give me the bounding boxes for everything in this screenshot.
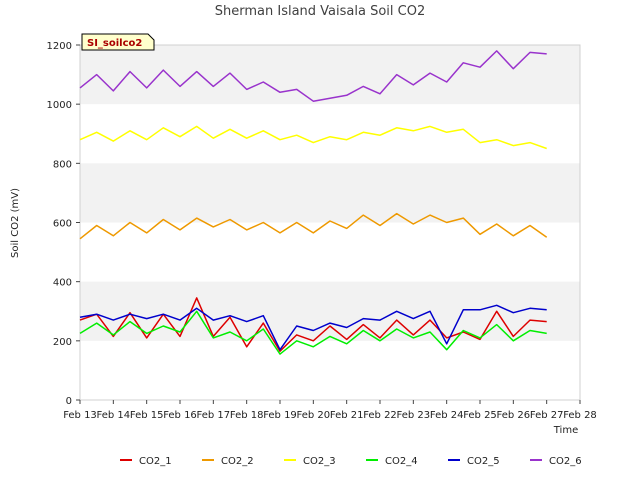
series-line-co2-2 — [79, 212, 548, 240]
series-line-co2-3 — [79, 125, 547, 150]
y-tick-label: 400 — [53, 278, 72, 289]
chart-title: Sherman Island Vaisala Soil CO2 — [215, 4, 425, 19]
series-line-co2-4 — [79, 310, 547, 355]
x-tick-label: Feb 28 — [563, 410, 597, 421]
series-line-co2-6 — [79, 50, 547, 102]
background-band — [80, 45, 580, 105]
x-axis-ticks: Feb 13 Feb 14 Feb 15 Feb 16 Feb 17 Feb 18 Feb … — [63, 400, 597, 421]
y-axis-label: Soil CO2 (mV) — [10, 188, 21, 258]
y-tick-label: 1000 — [47, 100, 72, 111]
chart-tag-box — [81, 33, 155, 51]
series-line-co2-5 — [79, 304, 547, 351]
legend: CO2_1 CO2_2 CO2_3 CO2_4 CO2_5 CO2_6 — [120, 456, 582, 467]
legend-label: CO2_2 — [221, 456, 254, 467]
chart-tag-label: SI_soilco2 — [87, 38, 142, 49]
x-tick-label: Feb 25 — [463, 410, 497, 421]
y-tick-label: 1200 — [47, 41, 72, 52]
y-axis-ticks: 0 200 400 600 800 1000 1200 — [47, 41, 80, 407]
x-tick-label: Feb 19 — [263, 410, 297, 421]
y-tick-label: 200 — [53, 337, 72, 348]
y-tick-label: 800 — [53, 159, 72, 170]
chart-tag: SI_soilco2 — [81, 33, 155, 51]
x-tick-label: Feb 26 — [497, 410, 531, 421]
series-lines — [79, 50, 548, 355]
legend-label: CO2_1 — [139, 456, 172, 467]
legend-label: CO2_3 — [303, 456, 336, 467]
x-axis-label: Time — [553, 425, 578, 436]
x-tick-label: Feb 20 — [297, 410, 331, 421]
x-tick-label: Feb 13 — [63, 410, 97, 421]
plot-background-bands — [80, 45, 580, 341]
x-tick-label: Feb 23 — [397, 410, 431, 421]
x-tick-label: Feb 21 — [330, 410, 364, 421]
x-tick-label: Feb 16 — [163, 410, 197, 421]
x-tick-label: Feb 27 — [530, 410, 564, 421]
x-tick-label: Feb 17 — [197, 410, 231, 421]
y-tick-label: 0 — [66, 396, 72, 407]
x-tick-label: Feb 18 — [230, 410, 264, 421]
x-tick-label: Feb 14 — [97, 410, 131, 421]
background-band — [80, 163, 580, 223]
series-line-co2-1 — [79, 297, 547, 352]
x-tick-label: Feb 22 — [363, 410, 397, 421]
legend-label: CO2_5 — [467, 456, 500, 467]
y-tick-label: 600 — [53, 219, 72, 230]
x-tick-label: Feb 24 — [430, 410, 464, 421]
x-tick-label: Feb 15 — [130, 410, 164, 421]
legend-label: CO2_4 — [385, 456, 418, 467]
legend-label: CO2_6 — [549, 456, 582, 467]
